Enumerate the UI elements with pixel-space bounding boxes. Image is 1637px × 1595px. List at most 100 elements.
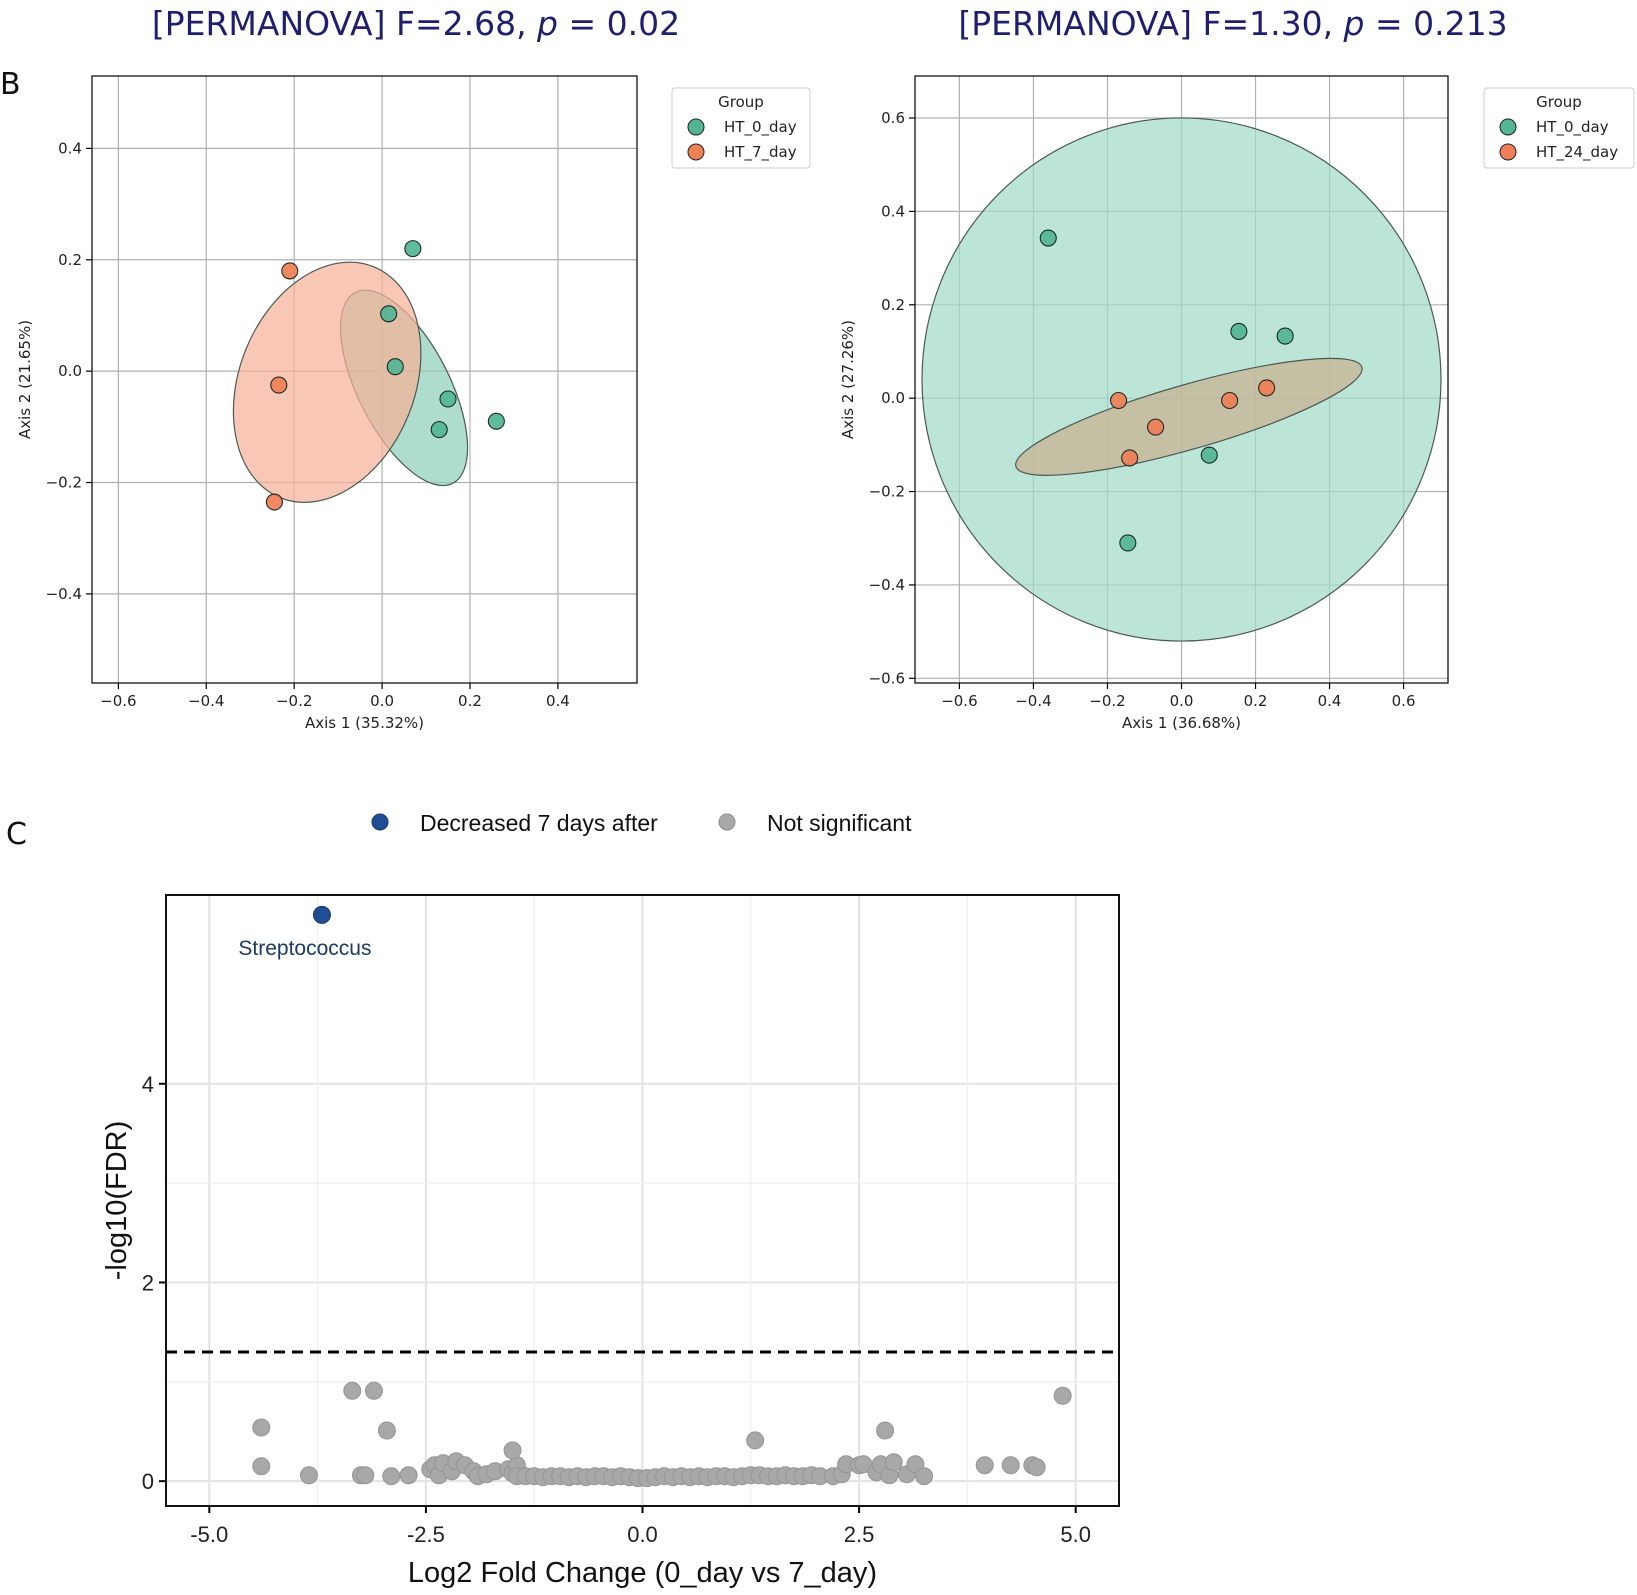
x-tick-label-1: -2.5 xyxy=(407,1522,445,1547)
pcoa-7day-plot-frame xyxy=(91,75,638,684)
legend-marker-ht-24-day xyxy=(1499,143,1517,161)
pcoa-24day-x-label: Axis 1 (36.68%) xyxy=(1122,714,1241,732)
x-tick-label-3: 0.0 xyxy=(1170,692,1194,710)
point-ht-0-day-2 xyxy=(1276,327,1294,345)
ellipse-ht-0-day xyxy=(921,117,1442,642)
pcoa-7day-x-label: Axis 1 (35.32%) xyxy=(305,714,424,732)
point-ht-0-day-1 xyxy=(380,305,398,323)
pcoa-24day-title-prefix: [PERMANOVA] F=1.30, xyxy=(958,4,1343,43)
pcoa-24day-chart: [PERMANOVA] F=1.30, p = 0.213 −0.6 −0.4 −0… xyxy=(839,4,1635,732)
x-tick-label-5: 0.4 xyxy=(546,692,570,710)
y-tick-label-1: −0.2 xyxy=(46,474,82,492)
legend-marker-decreased xyxy=(371,813,389,831)
y-tick-label-1: 2 xyxy=(142,1270,154,1295)
y-tick-label-6: 0.6 xyxy=(881,109,905,127)
y-tick-label-4: 0.4 xyxy=(58,139,82,157)
pcoa-7day-title: [PERMANOVA] F=2.68, p = 0.02 xyxy=(152,4,680,43)
legend-marker-ht-7-day xyxy=(687,143,705,161)
legend-label-ht-0-day: HT_0_day xyxy=(724,118,797,137)
x-tick-label-5: 0.4 xyxy=(1318,692,1342,710)
legend-label-ht-0-day: HT_0_day xyxy=(1536,118,1609,137)
pcoa-24day-points xyxy=(1039,229,1294,552)
x-tick-label-2: 0.0 xyxy=(627,1522,658,1547)
point-not-significant-1 xyxy=(252,1457,271,1476)
volcano-grid xyxy=(166,895,1119,1506)
point-not-significant-3 xyxy=(343,1381,362,1400)
x-tick-label-2: −0.2 xyxy=(1089,692,1125,710)
point-not-significant-24 xyxy=(503,1441,522,1460)
pcoa-7day-y-ticks: −0.4 −0.2 0.0 0.2 0.4 xyxy=(46,139,92,603)
point-ht-0-day-0 xyxy=(1039,229,1057,247)
pcoa-24day-title-p: p xyxy=(1343,4,1365,43)
x-tick-label-1: −0.4 xyxy=(1015,692,1051,710)
x-tick-label-1: −0.4 xyxy=(188,692,224,710)
pcoa-7day-points xyxy=(265,240,505,511)
streptococcus-label: Streptococcus xyxy=(238,937,371,960)
y-tick-label-2: 4 xyxy=(142,1072,154,1097)
x-tick-label-0: −0.6 xyxy=(100,692,136,710)
point-ht-24-day-4 xyxy=(1121,449,1139,467)
legend-label-not-significant: Not significant xyxy=(767,810,912,836)
legend-marker-ht-0-day xyxy=(1499,118,1517,136)
point-ht-7-day-2 xyxy=(265,493,283,511)
point-ht-24-day-3 xyxy=(1147,418,1165,436)
ellipse-ht-24-day xyxy=(1015,357,1363,476)
y-tick-label-2: −0.2 xyxy=(869,483,905,501)
legend-box xyxy=(1483,87,1635,169)
point-not-significant-2 xyxy=(299,1466,318,1485)
legend-marker-ht-0-day xyxy=(687,118,705,136)
point-ht-0-day-3 xyxy=(1200,446,1218,464)
pcoa-7day-title-suffix: = 0.02 xyxy=(558,4,680,43)
point-not-significant-76 xyxy=(1001,1456,1020,1475)
pcoa-24day-ellipses xyxy=(921,117,1442,642)
pcoa-24day-y-label: Axis 2 (27.26%) xyxy=(839,320,857,439)
y-tick-label-1: −0.4 xyxy=(869,576,905,594)
y-tick-label-3: 0.0 xyxy=(881,389,905,407)
pcoa-7day-ellipses xyxy=(232,261,469,503)
y-tick-label-2: 0.0 xyxy=(58,362,82,380)
x-tick-label-2: −0.2 xyxy=(276,692,312,710)
point-not-significant-78 xyxy=(1027,1458,1046,1477)
pcoa-24day-y-ticks: −0.6 −0.4 −0.2 0.0 0.2 0.4 0.6 xyxy=(869,109,915,687)
pcoa-24day-legend: Group HT_0_day HT_24_day xyxy=(1483,87,1635,169)
x-tick-label-0: −0.6 xyxy=(941,692,977,710)
pcoa-7day-x-ticks: −0.6 −0.4 −0.2 0.0 0.2 0.4 xyxy=(100,683,570,710)
pcoa-7day-title-p: p xyxy=(536,4,558,43)
pcoa-24day-title-suffix: = 0.213 xyxy=(1365,4,1508,43)
pcoa-7day-title-prefix: [PERMANOVA] F=2.68, xyxy=(152,4,537,43)
x-tick-label-4: 0.2 xyxy=(458,692,482,710)
x-tick-label-4: 5.0 xyxy=(1060,1522,1091,1547)
legend-marker-not-significant xyxy=(718,813,736,831)
x-tick-label-6: 0.6 xyxy=(1392,692,1416,710)
y-tick-label-5: 0.4 xyxy=(881,202,905,220)
point-ht-7-day-0 xyxy=(281,262,299,280)
y-tick-label-0: −0.6 xyxy=(869,669,905,687)
volcano-legend: Decreased 7 days after Not significant xyxy=(371,810,912,836)
point-not-significant-7 xyxy=(356,1466,375,1485)
volcano-y-ticks: 0 2 4 xyxy=(142,1072,166,1494)
pcoa-7day-chart: [PERMANOVA] F=2.68, p = 0.02 −0.6 −0.4 −0.… xyxy=(16,4,811,732)
volcano-x-label: Log2 Fold Change (0_day vs 7_day) xyxy=(408,1557,877,1589)
x-tick-label-3: 2.5 xyxy=(844,1522,875,1547)
point-ht-0-day-0 xyxy=(404,240,422,258)
point-ht-0-day-2 xyxy=(386,358,404,376)
point-not-significant-79 xyxy=(1053,1386,1072,1405)
point-ht-0-day-1 xyxy=(1230,322,1248,340)
point-ht-24-day-1 xyxy=(1221,391,1239,410)
pcoa-24day-x-ticks: −0.6 −0.4 −0.2 0.0 0.2 0.4 0.6 xyxy=(941,683,1416,710)
panel-c-label: C xyxy=(6,817,27,852)
legend-label-ht-7-day: HT_7_day xyxy=(724,143,797,162)
x-tick-label-0: -5.0 xyxy=(190,1522,228,1547)
y-tick-label-3: 0.2 xyxy=(58,251,82,269)
y-tick-label-0: −0.4 xyxy=(46,585,82,603)
point-ht-0-day-3 xyxy=(439,390,457,408)
point-not-significant-72 xyxy=(876,1421,895,1440)
point-ht-0-day-4 xyxy=(1119,534,1137,552)
volcano-y-label: -log10(FDR) xyxy=(101,1121,133,1281)
point-not-significant-70 xyxy=(884,1453,903,1472)
legend-title: Group xyxy=(1536,93,1582,111)
point-not-significant-0 xyxy=(252,1418,271,1437)
y-tick-label-0: 0 xyxy=(142,1469,154,1494)
point-not-significant-53 xyxy=(746,1431,765,1450)
